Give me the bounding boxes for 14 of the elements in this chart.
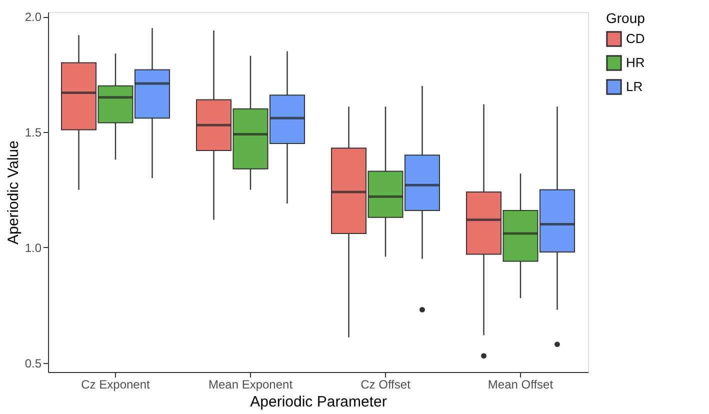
y-tick-label: 0.5 (24, 356, 42, 370)
legend-title: Group (606, 10, 646, 26)
y-tick-label: 1.0 (24, 240, 42, 255)
x-tick-label: Mean Exponent (208, 378, 294, 392)
y-axis-title: Aperiodic Value (4, 140, 22, 244)
y-tick-label: 2.0 (24, 10, 42, 24)
x-tick-label: Cz Offset (360, 378, 412, 392)
x-axis-title: Aperiodic Parameter (250, 394, 387, 410)
legend-label: CD (626, 31, 645, 46)
y-tick-label: 1.5 (24, 126, 42, 140)
x-tick-label: Cz Exponent (81, 378, 151, 392)
legend-label: HR (626, 55, 645, 70)
legend-label: LR (626, 79, 643, 94)
x-tick-label: Mean Offset (488, 378, 554, 392)
